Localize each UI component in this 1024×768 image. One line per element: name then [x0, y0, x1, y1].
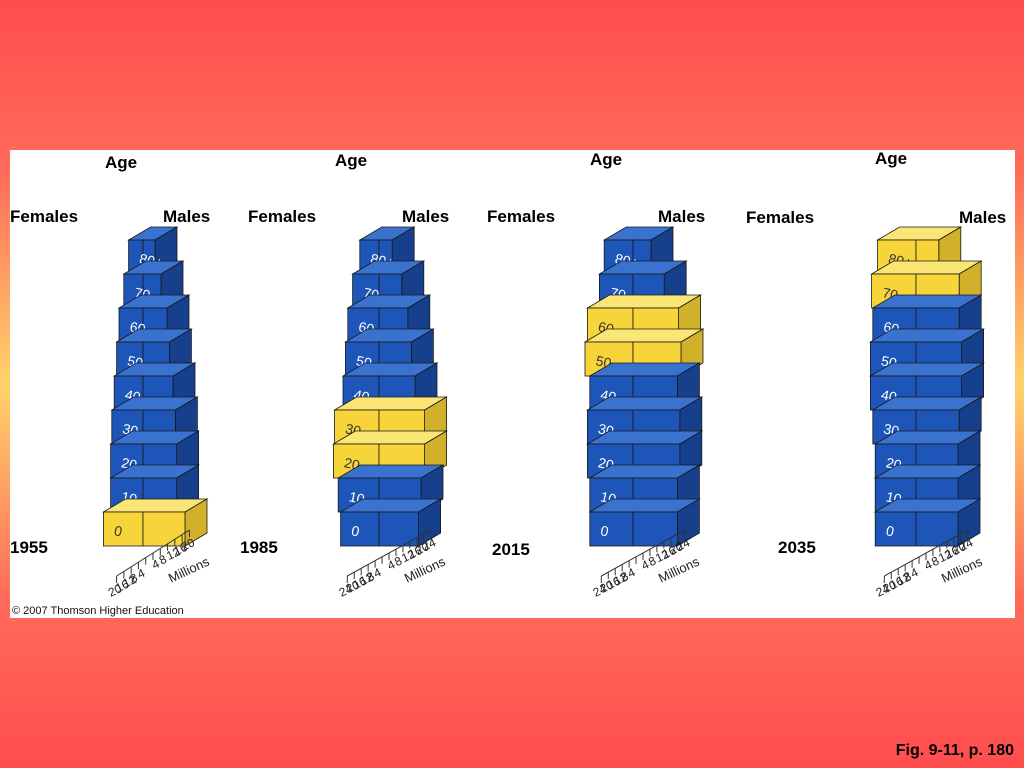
axis-tick-label: 16: [605, 574, 623, 592]
age-bar-10: 10: [109, 464, 201, 513]
year-label-1955: 1955: [10, 538, 48, 557]
year-label-2035: 2035: [778, 538, 816, 557]
age-label-0: 0: [350, 522, 361, 539]
axis-tick-label: 20: [950, 539, 968, 557]
population-pyramids-chart: 80+7060504030201002016128448121620Millio…: [10, 150, 1006, 600]
axis-tick-label: 12: [653, 547, 671, 565]
axis-tick-label: 12: [121, 572, 139, 590]
males-label: Males: [658, 207, 705, 226]
axis-tick-label: 20: [106, 581, 124, 599]
axis-tick-label: 12: [895, 570, 913, 588]
age-axis-title: Age: [335, 151, 367, 170]
female-bar-0: [589, 511, 634, 547]
axis-tick-label: 16: [943, 543, 961, 561]
year-label-2015: 2015: [492, 540, 530, 559]
female-bar-0: [874, 511, 917, 547]
axis-tick-label: 24: [591, 581, 609, 599]
females-label: Females: [10, 207, 78, 226]
age-bar-20: 20: [585, 430, 704, 479]
axis-tick-label: 24: [674, 535, 692, 553]
age-label-0: 0: [599, 522, 610, 539]
age-axis-title: Age: [875, 150, 907, 168]
axis-tick-label: 16: [660, 543, 678, 561]
female-bar-0: [103, 511, 144, 547]
females-label: Females: [746, 208, 814, 227]
axis-tick-label: 12: [936, 547, 954, 565]
axis-tick-label: 16: [171, 540, 189, 558]
axis-tick-label: 20: [344, 577, 362, 595]
age-label-0: 0: [113, 522, 124, 539]
age-axis-title: Age: [590, 150, 622, 169]
age-bar-0: 0: [588, 498, 701, 547]
male-bar-0: [632, 511, 678, 547]
copyright-notice: © 2007 Thomson Higher Education: [12, 605, 184, 617]
axis-tick-label: 12: [164, 544, 182, 562]
axis-tick-label: 12: [358, 570, 376, 588]
axis-tick-label: 20: [598, 577, 616, 595]
axis-tick-label: 12: [612, 570, 630, 588]
axis-tick-label: 24: [957, 535, 975, 553]
male-bar-0: [915, 511, 959, 547]
age-bar-0: 0: [873, 498, 982, 547]
figure-reference: Fig. 9-11, p. 180: [895, 742, 1014, 759]
axis-tick-label: 20: [667, 539, 685, 557]
axis-tick-label: 12: [399, 547, 417, 565]
year-label-1985: 1985: [240, 538, 278, 557]
axis-tick-label: 20: [413, 539, 431, 557]
figure-panel: 80+ 70 60 50 40 30 20 10 0 20 16 12 8 4 4 8 12 16 20 Millio…: [10, 150, 1015, 618]
axis-tick-label: 20: [881, 577, 899, 595]
age-label-0: 0: [885, 522, 896, 539]
axis-tick-label: 24: [874, 581, 892, 599]
axis-tick-label: 20: [179, 535, 197, 553]
females-label: Females: [487, 207, 555, 226]
females-label: Females: [248, 207, 316, 226]
males-label: Males: [402, 207, 449, 226]
axis-tick-label: 24: [420, 535, 438, 553]
males-label: Males: [163, 207, 210, 226]
pyramid-1955: 80+7060504030201002016128448121620Millio…: [10, 153, 212, 600]
axis-tick-label: 24: [337, 581, 355, 599]
male-bar-0: [378, 511, 419, 547]
age-bar-40: 40: [868, 362, 986, 411]
axis-tick-label: 16: [113, 577, 131, 595]
axis-tick-label: 16: [888, 574, 906, 592]
female-bar-0: [340, 511, 380, 547]
age-axis-title: Age: [105, 153, 137, 172]
males-label: Males: [959, 208, 1006, 227]
axis-tick-label: 16: [351, 574, 369, 592]
axis-tick-label: 16: [406, 543, 424, 561]
